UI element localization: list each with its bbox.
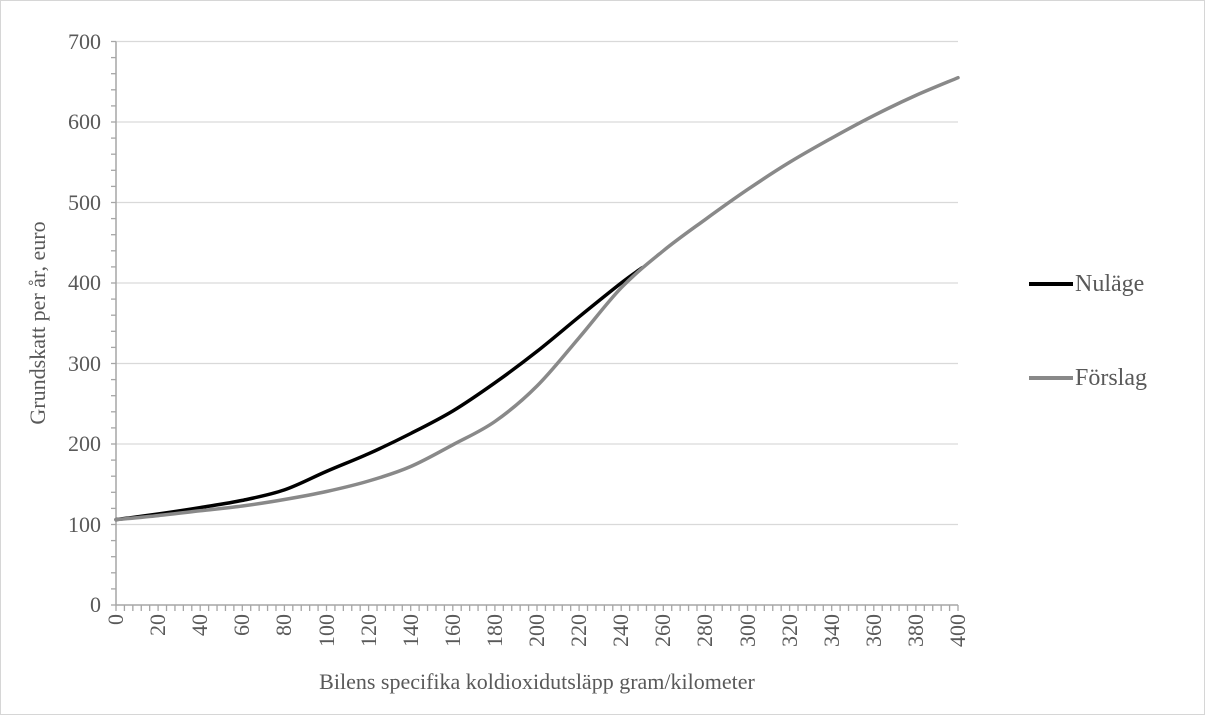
y-tick-label-400: 400 — [68, 270, 101, 295]
x-axis-title: Bilens specifika koldioxidutsläpp gram/k… — [319, 669, 755, 694]
x-tick-label-380: 380 — [902, 614, 928, 647]
nulage-line-sample-icon — [1029, 282, 1073, 286]
legend-entry-nulage: Nuläge — [1029, 271, 1144, 297]
x-tick-label-340: 340 — [818, 614, 844, 647]
series-line-nuläge — [114, 265, 645, 522]
x-tick-label-100: 100 — [313, 614, 339, 647]
x-tick-label-60: 60 — [229, 614, 255, 636]
x-tick-label-160: 160 — [439, 614, 465, 647]
x-tick-label-400: 400 — [945, 614, 970, 647]
legend-label: Nuläge — [1075, 271, 1145, 297]
y-axis-title: Grundskatt per år, euro — [25, 221, 50, 425]
x-tick-label-260: 260 — [650, 614, 676, 647]
x-tick-label-80: 80 — [271, 614, 297, 636]
y-tick-label-600: 600 — [68, 109, 101, 134]
y-tick-label-300: 300 — [68, 350, 101, 376]
y-tick-label-200: 200 — [68, 431, 101, 456]
y-tick-label-700: 700 — [68, 28, 101, 54]
series-line-förslag — [114, 75, 960, 522]
y-tick-label-100: 100 — [68, 511, 101, 537]
y-tick-label-500: 500 — [68, 189, 101, 215]
x-tick-label-240: 240 — [608, 614, 634, 647]
x-tick-label-220: 220 — [566, 614, 592, 647]
x-tick-label-120: 120 — [355, 614, 381, 647]
legend-label: Förslag — [1075, 365, 1147, 391]
legend-entry-forslag: Förslag — [1029, 365, 1147, 391]
x-tick-label-180: 180 — [481, 614, 507, 647]
x-tick-label-40: 40 — [187, 614, 213, 636]
x-tick-label-140: 140 — [397, 614, 423, 647]
x-tick-label-320: 320 — [776, 614, 802, 647]
x-tick-label-280: 280 — [692, 614, 718, 647]
x-tick-label-0: 0 — [103, 614, 128, 625]
x-tick-label-360: 360 — [860, 614, 886, 647]
x-tick-label-20: 20 — [145, 614, 171, 636]
forslag-line-sample-icon — [1029, 376, 1073, 380]
x-tick-label-200: 200 — [524, 614, 549, 647]
x-tick-label-300: 300 — [734, 614, 760, 647]
y-tick-label-0: 0 — [90, 592, 101, 617]
